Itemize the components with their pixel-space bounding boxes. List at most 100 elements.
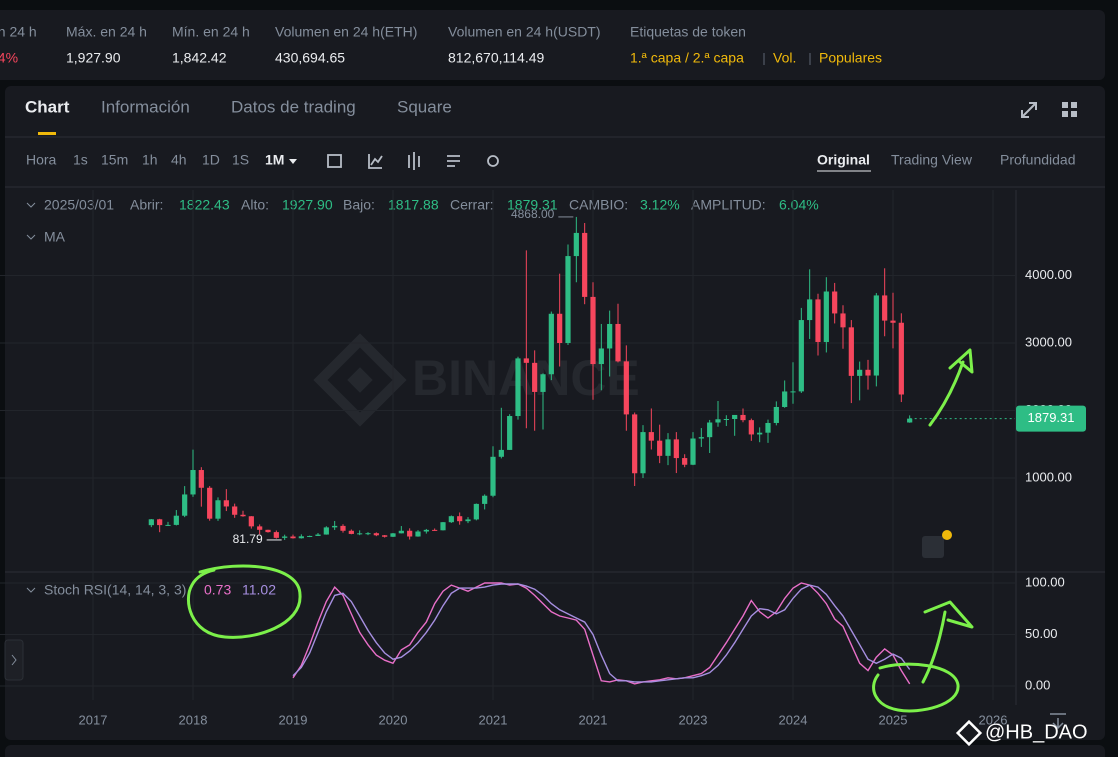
candle	[732, 414, 738, 436]
interval[interactable]: 1h	[142, 152, 158, 168]
candle	[757, 427, 763, 443]
candle-body	[257, 526, 263, 530]
indicator-icon[interactable]	[368, 154, 383, 169]
candle-body	[765, 422, 771, 433]
candle	[490, 446, 496, 498]
lower-panel	[5, 745, 1105, 757]
annotation: 4868.00	[511, 207, 555, 221]
candle-body	[490, 456, 496, 496]
candle	[740, 408, 746, 423]
y2-tick-label: 50.00	[1025, 626, 1058, 641]
token-tag[interactable]: 1.ª capa / 2.ª capa	[630, 50, 744, 66]
y-tick-label: 3000.00	[1025, 334, 1072, 349]
calendar-icon[interactable]	[327, 154, 342, 168]
legend-entry: 0.73	[204, 582, 231, 598]
scroll-icon[interactable]	[1050, 713, 1066, 730]
candle-icon[interactable]	[408, 152, 420, 170]
candle	[373, 532, 379, 537]
candle	[223, 489, 229, 512]
expand-icon[interactable]	[1021, 102, 1037, 118]
view-option[interactable]: Original	[817, 152, 870, 168]
interval[interactable]: 1S	[232, 152, 249, 168]
interval[interactable]: 15m	[101, 152, 128, 168]
candle	[748, 418, 754, 441]
toolbar-icons[interactable]	[327, 152, 499, 170]
interval[interactable]: 4h	[171, 152, 187, 168]
candle	[815, 293, 821, 356]
tab[interactable]: Información	[101, 97, 190, 116]
candle	[598, 323, 604, 391]
settings-icon[interactable]	[487, 155, 499, 167]
hand-ellipse	[187, 564, 302, 639]
stoch-line	[292, 583, 911, 683]
interval[interactable]: Hora	[26, 152, 57, 168]
candle	[790, 362, 796, 404]
token-tag[interactable]: Vol.	[773, 50, 796, 66]
candle	[265, 529, 271, 533]
indicator-label: MA	[44, 229, 66, 245]
candle	[857, 361, 863, 401]
interval[interactable]: 1s	[73, 152, 88, 168]
candle-body	[265, 529, 271, 533]
ohlc-date: 2025/03/01	[44, 197, 114, 213]
candle-body	[398, 530, 404, 534]
candle	[532, 350, 538, 431]
candle-body	[198, 470, 204, 488]
layout-icon[interactable]	[1062, 102, 1077, 117]
dropdown-caret[interactable]	[289, 159, 297, 164]
candle-body	[673, 439, 679, 459]
candle	[765, 419, 771, 443]
stats-panel	[0, 10, 1105, 80]
candle	[515, 356, 521, 420]
candle-body	[223, 500, 229, 507]
candle	[232, 503, 238, 518]
news-icon[interactable]	[922, 536, 944, 558]
candle	[348, 529, 354, 535]
ohlc-label: Cerrar:	[450, 197, 494, 213]
template-icon[interactable]	[447, 155, 460, 167]
candle	[365, 532, 371, 536]
candle	[307, 535, 313, 538]
side-toggle-arrow	[11, 654, 17, 666]
candle-body	[723, 418, 729, 420]
candle-body	[515, 358, 521, 417]
candle	[173, 510, 179, 526]
candle-body	[798, 320, 804, 392]
ohlc-value: 1822.43	[179, 197, 230, 213]
interval[interactable]: 1D	[202, 152, 220, 168]
tab[interactable]: Chart	[25, 97, 70, 116]
view-option[interactable]: Trading View	[891, 152, 973, 168]
candle-body	[865, 369, 871, 376]
candle	[557, 273, 563, 367]
tab[interactable]: Datos de trading	[231, 97, 356, 116]
side-toggle[interactable]	[4, 639, 24, 681]
candle-body	[740, 414, 746, 421]
collapse-caret	[26, 202, 36, 208]
candle	[498, 407, 504, 459]
stat-label: Volumen en 24 h(ETH)	[275, 24, 417, 40]
candle-body	[907, 418, 913, 423]
candle	[290, 534, 296, 539]
candle-body	[182, 494, 188, 516]
hand-arrow	[928, 348, 974, 427]
ohlc-label: AMPLITUD:	[691, 197, 766, 213]
candle	[182, 486, 188, 518]
candle-body	[165, 524, 171, 526]
candle-body	[540, 374, 546, 392]
candle	[340, 524, 346, 533]
candle	[723, 415, 729, 427]
interval[interactable]: 1M	[265, 152, 284, 168]
x-tick-label: 2018	[179, 712, 208, 727]
candle-body	[890, 320, 896, 323]
tags-label: Etiquetas de token	[630, 24, 746, 40]
candle-body	[390, 533, 396, 537]
candle	[890, 292, 896, 349]
candle	[690, 432, 696, 466]
token-tag[interactable]: Populares	[819, 50, 882, 66]
x-tick-label: 2020	[379, 712, 408, 727]
y2-tick-label: 0.00	[1025, 677, 1050, 692]
tab[interactable]: Square	[397, 97, 452, 116]
view-option[interactable]: Profundidad	[1000, 152, 1076, 168]
stat-value: 1,927.90	[66, 50, 121, 66]
